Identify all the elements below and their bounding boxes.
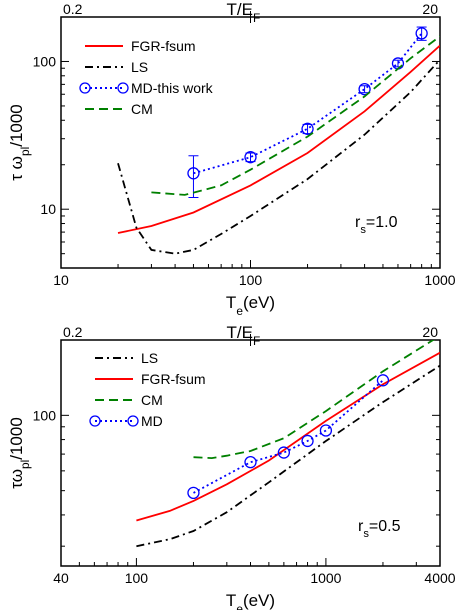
annotation-rs: rs=0.5 [358, 518, 401, 540]
legend-label: FGR-fsum [141, 371, 206, 387]
y-axis-label: τωpl/1000 [7, 417, 32, 489]
top-axis-label: T/EF [227, 0, 261, 25]
y-tick-label: 10 [40, 201, 56, 217]
x-tick-label: 100 [125, 570, 149, 586]
legend-label: CM [141, 392, 163, 408]
data-point [187, 167, 200, 180]
legend-label: MD [141, 413, 163, 429]
legend: FGR-fsum LS MD-this work CM [79, 38, 214, 117]
y-tick-label: 100 [33, 53, 57, 69]
top-tick-label: 20 [422, 1, 438, 17]
legend-marker [127, 415, 139, 427]
x-axis-label: Te(eV) [226, 591, 275, 610]
legend: LS FGR-fsum CM MD [89, 350, 206, 429]
x-tick-label: 10 [53, 272, 69, 288]
series-line-1 [136, 351, 440, 522]
series-line-3 [193, 379, 384, 494]
chart-panel-bottom: 40 100 1000 4000 100 0.2 20 T/EF Te(eV) τωpl/1000… [7, 323, 456, 610]
series-line-2 [193, 32, 423, 175]
data-point [187, 486, 200, 500]
data-point [244, 151, 257, 164]
legend-marker [79, 82, 91, 94]
series-line-1 [117, 58, 440, 255]
legend-label: LS [131, 59, 148, 75]
data-point [358, 82, 371, 96]
top-tick-label: 20 [422, 324, 438, 340]
x-tick-label: 100 [239, 272, 263, 288]
series-group [117, 26, 440, 255]
data-point [301, 122, 314, 135]
x-tick-label: 1000 [310, 570, 341, 586]
x-axis-label: Te(eV) [226, 293, 275, 318]
data-point [277, 446, 291, 459]
top-axis-label: T/EF [227, 323, 261, 348]
data-point [376, 374, 390, 387]
legend-label: FGR-fsum [131, 38, 196, 54]
y-tick-label: 100 [33, 407, 57, 423]
data-point [319, 424, 333, 437]
series-line-0 [136, 364, 440, 548]
legend-marker [117, 82, 129, 94]
legend-label: MD-this work [131, 80, 214, 96]
series-group [136, 340, 440, 548]
legend-label: CM [131, 101, 153, 117]
x-tick-label: 1000 [424, 272, 455, 288]
annotation-rs: rs=1.0 [355, 214, 398, 236]
chart-panel-top: 10 100 1000 10 100 0.2 20 T/EF Te(eV) τ ωpl/1000 r… [7, 0, 456, 318]
legend-marker [89, 415, 101, 427]
top-tick-label: 0.2 [63, 1, 83, 17]
series-line-2 [193, 340, 435, 460]
x-tick-label: 4000 [424, 570, 455, 586]
x-tick-label: 40 [53, 570, 69, 586]
legend-label: LS [141, 350, 158, 366]
data-point [415, 27, 428, 40]
y-axis-label: τ ωpl/1000 [7, 104, 32, 181]
data-point [244, 456, 257, 469]
top-tick-label: 0.2 [63, 324, 83, 340]
series-line-0 [117, 44, 440, 234]
data-point [301, 434, 314, 448]
